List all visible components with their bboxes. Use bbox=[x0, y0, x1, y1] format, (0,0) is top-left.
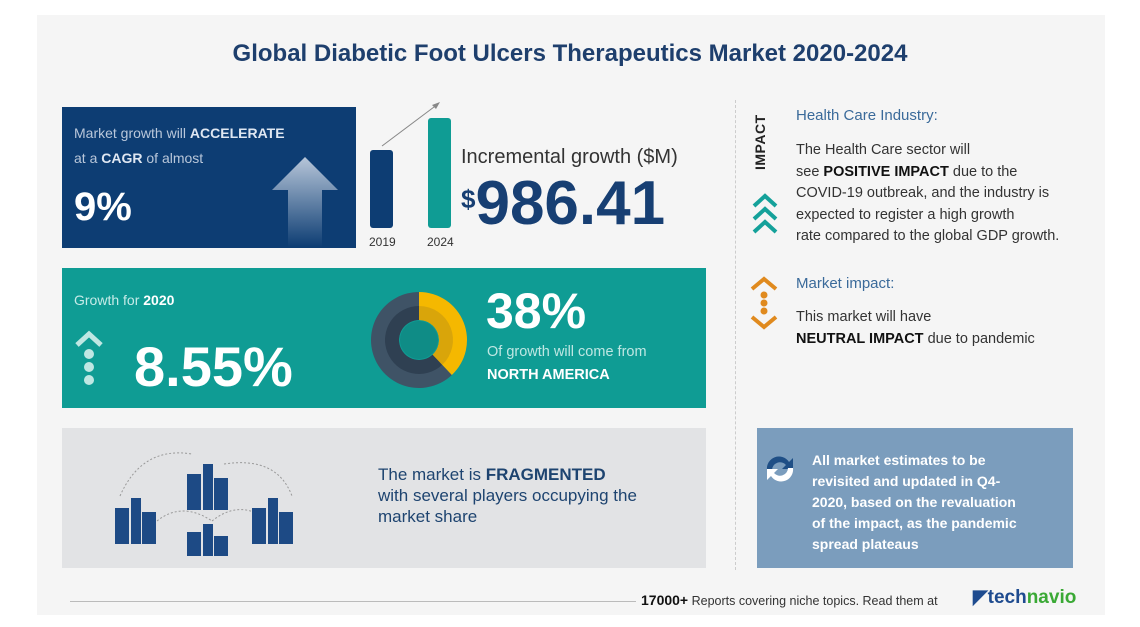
region-share-value: 38% bbox=[486, 283, 587, 339]
trend-arrow-line bbox=[381, 103, 439, 147]
cagr-panel: Market growth will ACCELERATE at a CAGR … bbox=[62, 107, 356, 248]
page-title: Global Diabetic Foot Ulcers Therapeutics… bbox=[232, 40, 908, 67]
bar-label-2019: 2019 bbox=[369, 235, 396, 249]
industry-heading: Health Care Industry: bbox=[796, 107, 938, 124]
trend-arrow-head bbox=[432, 102, 440, 109]
notice-text: All market estimates to be revisited and … bbox=[812, 452, 1017, 552]
footer-rule bbox=[70, 601, 636, 602]
donut-rest-inner bbox=[385, 306, 443, 374]
cagr-line2: at a CAGR of almost bbox=[74, 150, 204, 166]
incremental-value: $986.41 bbox=[461, 169, 666, 238]
refresh-icon bbox=[766, 456, 794, 482]
notice-panel: All market estimates to be revisited and … bbox=[757, 428, 1073, 568]
divider bbox=[735, 100, 736, 570]
incremental-bar-chart bbox=[370, 102, 451, 228]
donut-center bbox=[400, 321, 438, 359]
growth-arrow-icon bbox=[75, 330, 103, 385]
cagr-line1: Market growth will ACCELERATE bbox=[74, 125, 285, 141]
bar-2024 bbox=[428, 118, 451, 228]
cagr-value: 9% bbox=[74, 185, 132, 229]
market-impact-text: This market will have NEUTRAL IMPACT due… bbox=[796, 309, 1035, 347]
fragmented-text: The market is FRAGMENTED with several pl… bbox=[378, 465, 637, 526]
positive-chevrons-icon bbox=[752, 193, 778, 234]
growth-value: 8.55% bbox=[134, 335, 293, 398]
donut-north-america-inner bbox=[419, 306, 453, 365]
neutral-impact-icon bbox=[750, 276, 778, 330]
bar-label-2024: 2024 bbox=[427, 235, 454, 249]
fragmented-panel: The market is FRAGMENTED with several pl… bbox=[62, 428, 706, 568]
region-donut-chart bbox=[371, 292, 467, 388]
buildings-icon bbox=[115, 452, 293, 556]
region-name: NORTH AMERICA bbox=[487, 367, 610, 383]
growth-label: Growth for 2020 bbox=[74, 292, 175, 308]
growth-panel: Growth for 2020 8.55% 38% Of growth will… bbox=[62, 268, 706, 408]
up-arrow-icon bbox=[272, 157, 338, 247]
impact-vertical-label: IMPACT bbox=[752, 114, 768, 170]
incremental-label: Incremental growth ($M) bbox=[461, 146, 678, 168]
bar-2019 bbox=[370, 150, 393, 228]
technavio-logo[interactable]: ◤technavio bbox=[973, 587, 1077, 608]
industry-text: The Health Care sector will see POSITIVE… bbox=[796, 142, 1060, 244]
market-impact-heading: Market impact: bbox=[796, 275, 895, 292]
region-caption: Of growth will come from bbox=[487, 344, 647, 360]
footer-text: 17000+ Reports covering niche topics. Re… bbox=[641, 592, 938, 608]
